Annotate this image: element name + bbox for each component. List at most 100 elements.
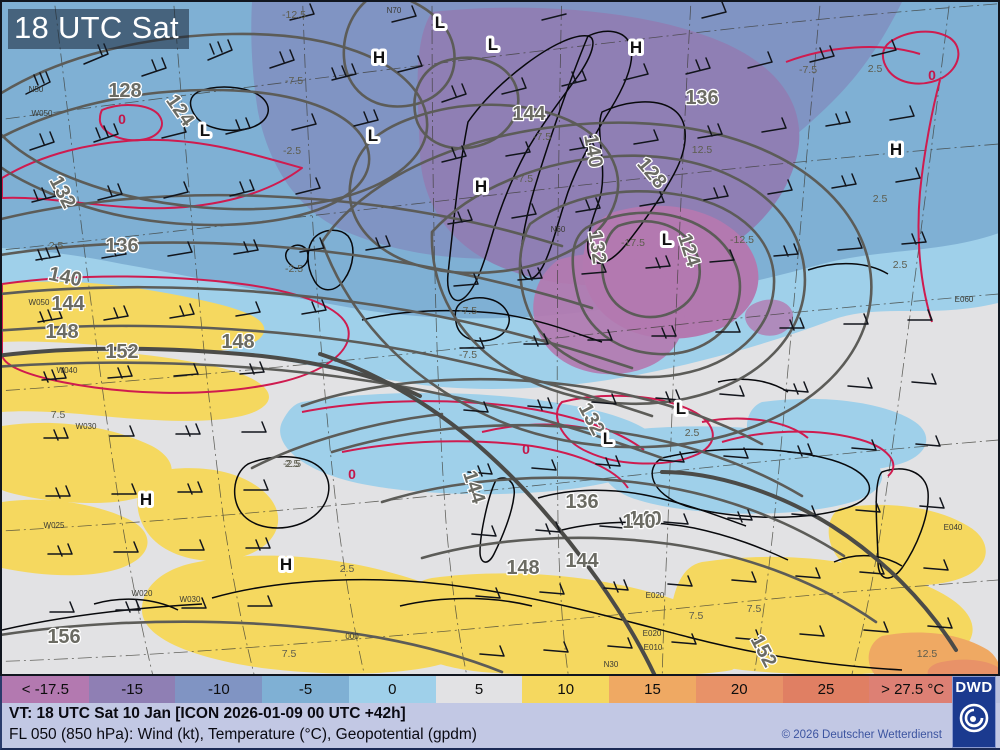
geopotential-label-0: 128 (108, 80, 141, 102)
temperature-label-11: -7.5 (459, 305, 477, 317)
temperature-label-8: -17.5 (621, 237, 645, 249)
colorbar-segment-1: -15 (88, 676, 176, 703)
grid-label-12: E020 (643, 629, 662, 638)
colorbar-segment-7: 15 (609, 676, 696, 703)
colorbar-segment-2: -10 (175, 676, 263, 703)
geopotential-label-19: 140 (628, 508, 661, 530)
dwd-logo: DWD (952, 676, 996, 748)
temperature-label-18: 2.5 (340, 563, 355, 575)
temperature-label-5: -7.5 (799, 64, 817, 76)
geopotential-label-10: 144 (512, 103, 546, 125)
grid-label-10: E060 (955, 295, 974, 304)
pressure-center-h-1: H (373, 48, 385, 67)
temperature-label-3: -7.5 (533, 131, 551, 143)
temperature-label-4: -7.5 (515, 173, 533, 185)
pressure-center-h-3: H (630, 38, 642, 57)
dwd-logo-text: DWD (955, 679, 993, 696)
pressure-center-h-12: H (280, 555, 292, 574)
temperature-label-1: -7.5 (285, 75, 303, 87)
temperature-label-13: -2.5 (285, 263, 303, 275)
weather-map[interactable]: 128 124 132 136 140 144 148 152 148 156 144 140 136 1… (0, 0, 1000, 676)
geopotential-label-8: 148 (221, 331, 254, 353)
temperature-label-7: 12.5 (692, 144, 713, 156)
geopotential-label-22: 140 (622, 511, 655, 533)
pressure-center-l-2: L (488, 35, 498, 54)
grid-label-8: N60 (551, 225, 566, 234)
geopotential-label-18: 136 (565, 491, 598, 513)
colorbar-segment-5: 5 (435, 676, 523, 703)
grid-label-14: N30 (604, 660, 619, 669)
colorbar-segment-9: 25 (782, 676, 870, 703)
spiral-icon (959, 703, 989, 733)
geopotential-label-21: 144 (565, 550, 599, 572)
colorbar-segment-10: > 27.5 °C (869, 676, 957, 703)
temperature-label-12: -7.5 (459, 349, 477, 361)
temperature-label-9: -12.5 (730, 234, 754, 246)
grid-label-4: W025 (44, 521, 65, 530)
temperature-label-group: -12.5 -7.5 -2.5 -7.5 -7.5 -7.5 2.5 12.5 -17.5 -12… (49, 9, 938, 660)
temperature-label-2: -2.5 (283, 145, 301, 157)
geopotential-label-5: 144 (51, 293, 85, 315)
valid-time-text: VT: 18 UTC Sat 10 Jan [ICON 2026-01-09 0… (9, 705, 406, 722)
grid-label-11: E040 (944, 523, 963, 532)
pressure-center-h-8: H (890, 140, 902, 159)
grid-label-15: 000 (345, 632, 359, 641)
geopotential-label-7: 152 (105, 341, 138, 363)
colorbar-segment-8: 20 (695, 676, 783, 703)
parameter-text: FL 050 (850 hPa): Wind (kt), Temperature… (9, 726, 477, 743)
colorbar-segment-0: < -17.5 (2, 676, 89, 703)
colorbar-segment-6: 10 (522, 676, 610, 703)
temperature-label-17: 2.5 (893, 259, 908, 271)
grid-label-7: N70 (387, 6, 402, 15)
temperature-label-16: 7.5 (51, 409, 66, 421)
pressure-center-l-0: L (435, 13, 445, 32)
copyright-text: © 2026 Deutscher Wetterdienst (781, 729, 942, 741)
colorbar-segment-3: -5 (262, 676, 349, 703)
temperature-label-23: 2.5 (285, 458, 300, 470)
zero-isotherm-label-1: 0 (928, 67, 936, 83)
geopotential-label-12: 136 (685, 87, 718, 109)
zero-isotherm-label-0: 0 (118, 111, 126, 127)
pressure-center-l-9: L (603, 429, 613, 448)
temperature-label-22: 12.5 (917, 648, 938, 660)
colorbar-segment-4: 0 (348, 676, 436, 703)
grid-label-1: W050 (29, 298, 50, 307)
map-title: 18 UTC Sat (8, 9, 189, 49)
zero-isotherm-label-group: 0 0 0 0 (118, 67, 936, 482)
grid-label-5: W030 (180, 595, 201, 604)
temperature-label-20: 7.5 (689, 610, 704, 622)
geopotential-label-3: 136 (105, 235, 138, 257)
geopotential-label-20: 148 (506, 557, 539, 579)
temperature-label-0: -12.5 (282, 9, 306, 21)
pressure-center-h-11: H (140, 490, 152, 509)
grid-label-2: W040 (57, 366, 78, 375)
grid-label-0: W050 (32, 109, 53, 118)
grid-label-6: W020 (132, 589, 153, 598)
pressure-center-l-5: L (368, 126, 378, 145)
grid-label-9: N50 (29, 85, 44, 94)
temperature-label-15: -2.5 (283, 458, 301, 470)
geopotential-label-14: 132 (584, 229, 610, 265)
temperature-label-14: 2.5 (49, 240, 64, 252)
grid-label-13: E010 (644, 643, 663, 652)
grid-label-16: E020 (646, 591, 665, 600)
grid-label-3: W030 (76, 422, 97, 431)
pressure-center-group: L H L H L L H L H L L H H (137, 10, 905, 577)
temperature-colorbar: < -17.5 -15 -10 -5 0 5 10 15 20 25 > 27.5 °C (0, 676, 1000, 703)
temperature-label-10: 2.5 (873, 193, 888, 205)
temperature-label-24: 7.5 (282, 648, 297, 660)
geopotential-label-11: 140 (579, 133, 606, 170)
zero-isotherm-label-3: 0 (522, 441, 530, 457)
zero-isotherm-label-2: 0 (348, 466, 356, 482)
pressure-center-l-10: L (676, 399, 686, 418)
footer-panel: VT: 18 UTC Sat 10 Jan [ICON 2026-01-09 0… (0, 703, 1000, 750)
pressure-center-l-4: L (200, 121, 210, 140)
grid-label-group: W050 W050 W040 W030 W025 W030 W020 N70 N60 N50 E06… (29, 6, 974, 669)
pressure-center-l-7: L (662, 230, 672, 249)
geopotential-label-6: 148 (45, 321, 78, 343)
geopotential-label-9: 156 (47, 626, 80, 648)
temperature-label-21: 7.5 (747, 603, 762, 615)
temperature-label-19: 2.5 (685, 427, 700, 439)
